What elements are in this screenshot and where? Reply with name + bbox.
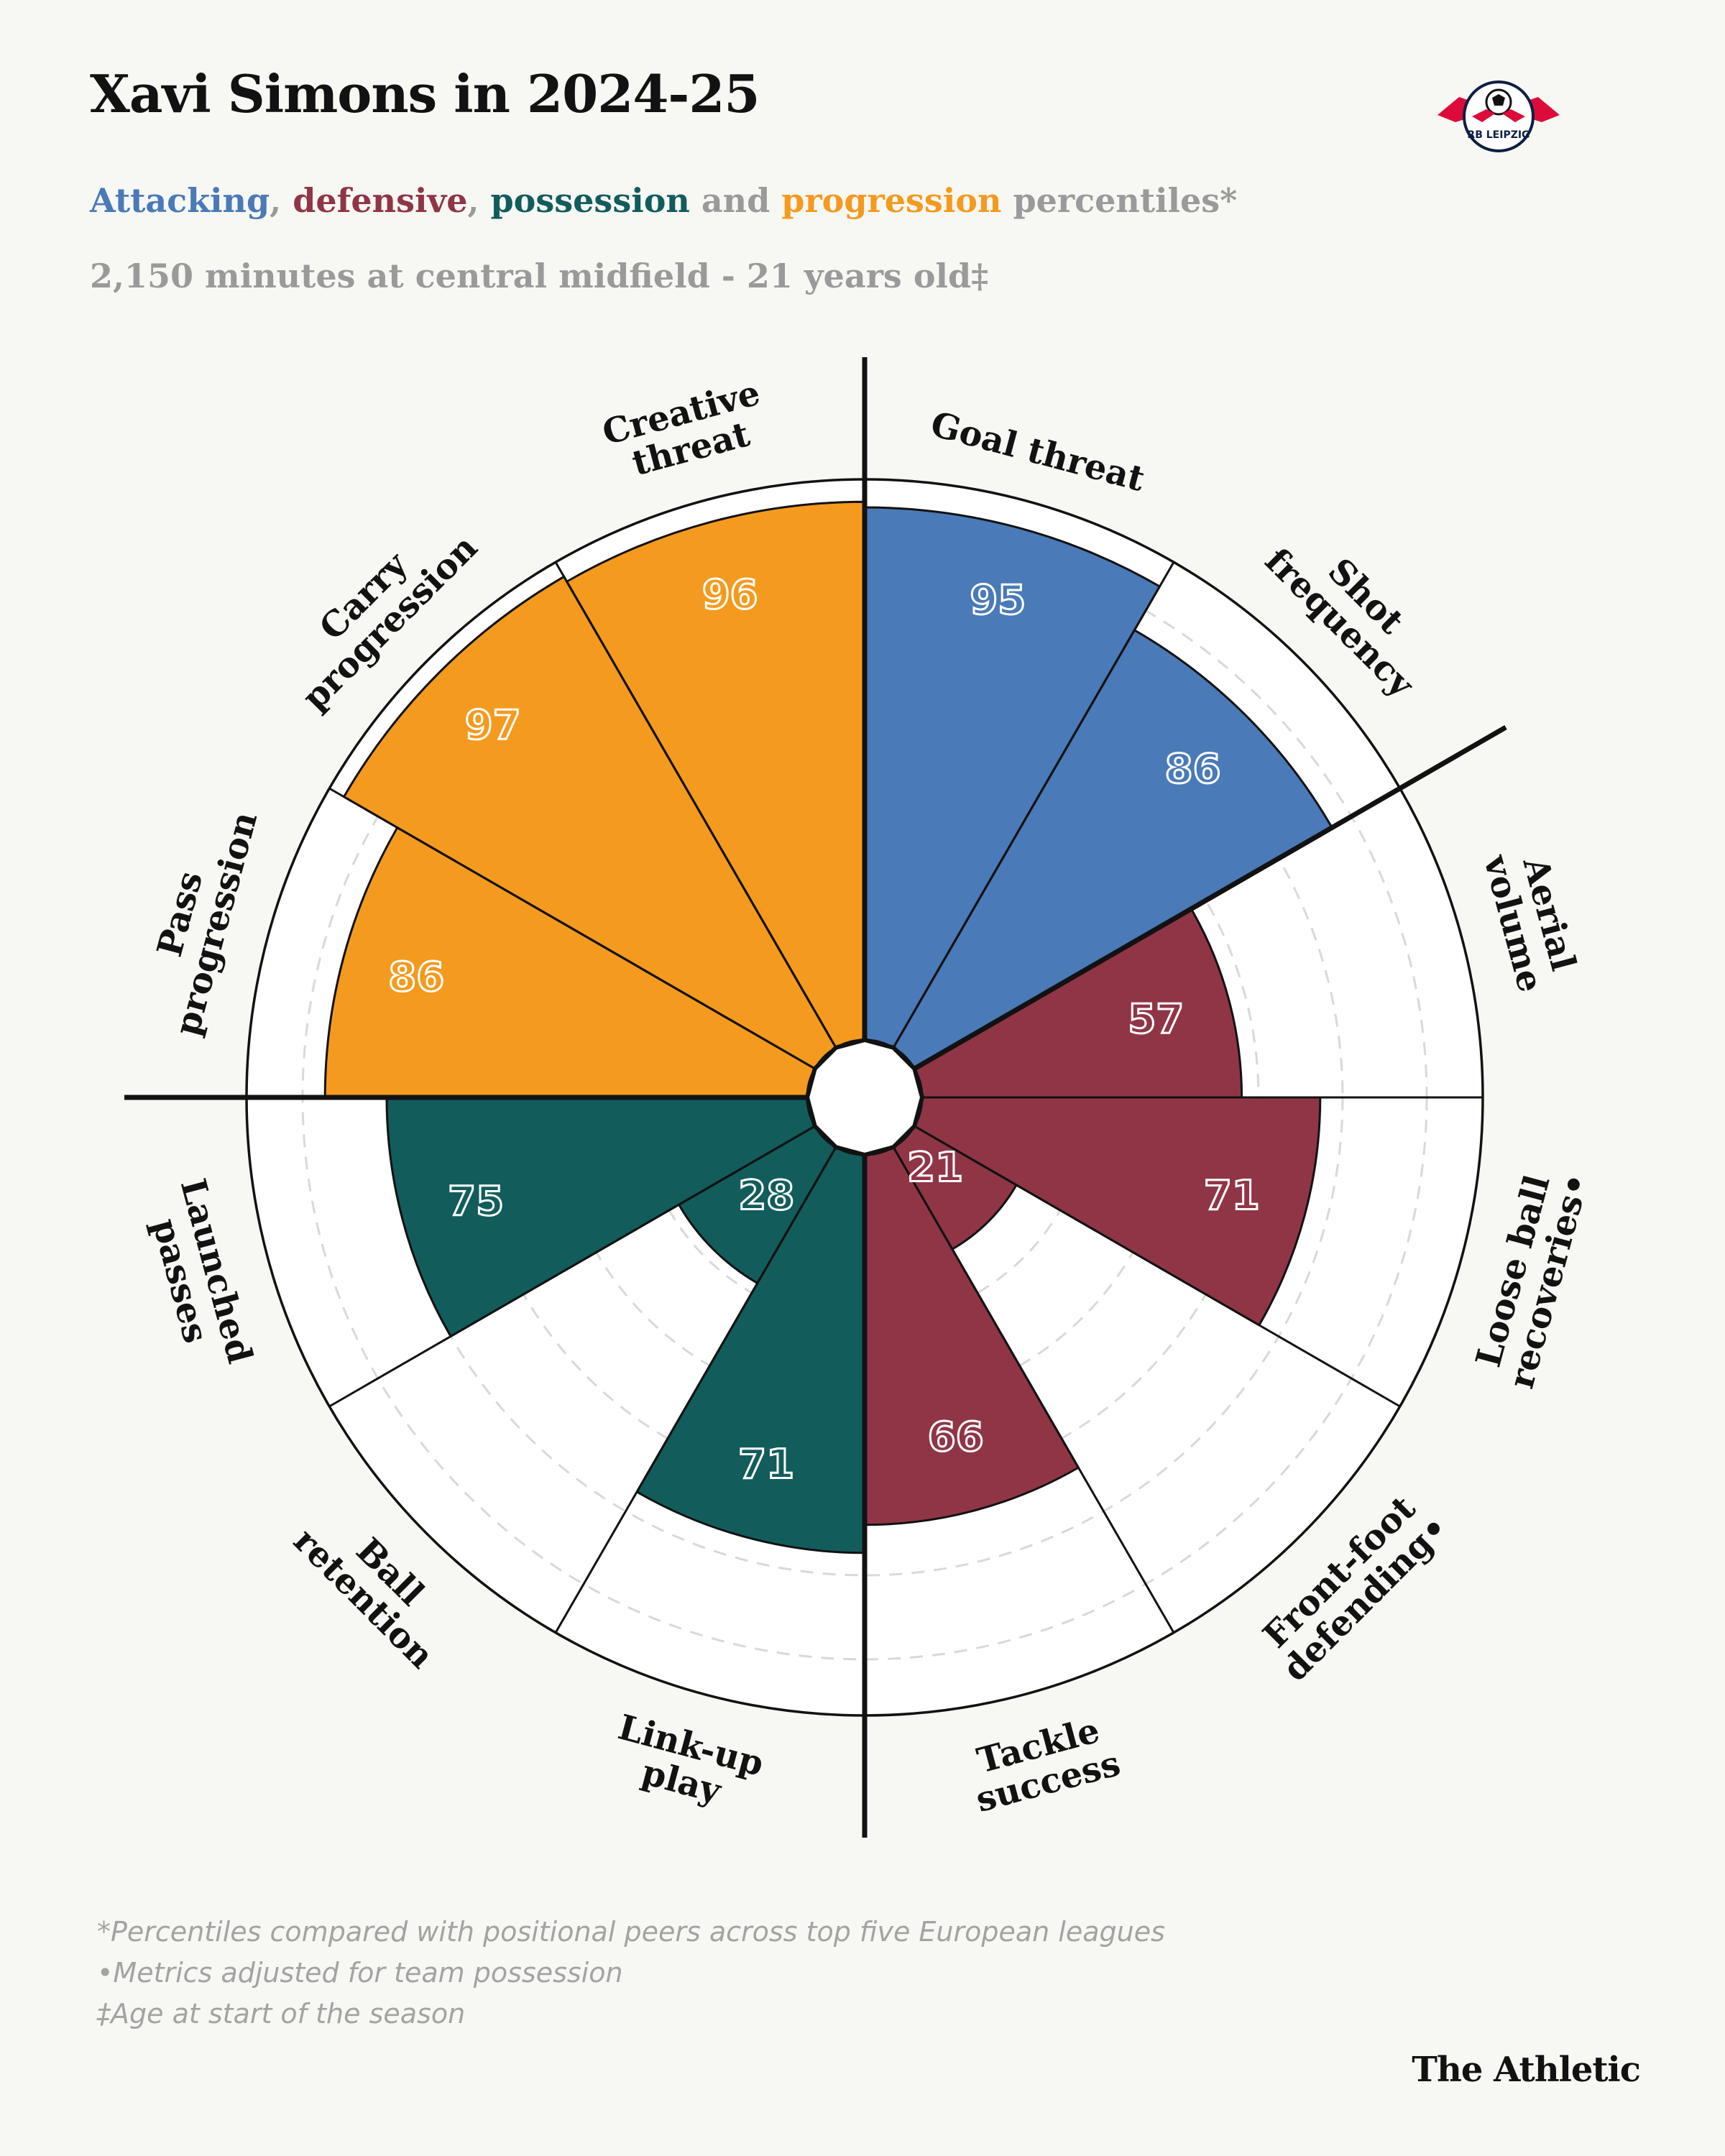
subtitle-part: percentiles*	[1001, 181, 1238, 220]
chart-subtitle: Attacking, defensive, possession and pro…	[90, 181, 1237, 220]
subtitle-part: ,	[270, 181, 293, 220]
value-label: 97	[465, 702, 521, 749]
chart-title: Xavi Simons in 2024-25	[90, 63, 760, 124]
value-label: 86	[1165, 746, 1221, 793]
value-label: 57	[1128, 996, 1184, 1043]
spoke-divider	[554, 561, 837, 1049]
subtitle-part: Attacking	[90, 181, 270, 220]
spoke-divider	[914, 1125, 1401, 1408]
spoke-divider	[554, 1146, 837, 1634]
metric-label: Launchedpasses	[137, 1175, 260, 1378]
spoke-divider	[892, 561, 1175, 1049]
center-hub	[804, 1037, 925, 1158]
subtitle-part: possession	[490, 181, 690, 220]
value-label: 96	[702, 571, 758, 618]
value-label: 71	[738, 1441, 794, 1488]
metric-label: Link-upplay	[604, 1707, 768, 1820]
value-label: 71	[1204, 1172, 1260, 1219]
category-separator	[913, 724, 1507, 1072]
subtitle-part: progression	[781, 181, 1002, 220]
value-label: 75	[448, 1178, 504, 1225]
metric-label: Creativethreat	[598, 373, 773, 489]
subtitle-part: defensive	[293, 181, 468, 220]
footnotes: *Percentiles compared with positional pe…	[97, 1912, 1165, 2035]
club-badge-logo: RB LEIPZIG	[1438, 80, 1560, 152]
subtitle-part: ,	[467, 181, 491, 220]
spoke-divider	[328, 1125, 816, 1408]
metric-label: Tacklesuccess	[962, 1708, 1124, 1820]
spoke-divider	[328, 787, 816, 1070]
value-label: 21	[907, 1145, 963, 1192]
footnote-percentiles: *Percentiles compared with positional pe…	[97, 1916, 1165, 1948]
publisher-logo: The Athletic	[1412, 2050, 1641, 2090]
metric-label: Loose ballrecoveries•	[1465, 1159, 1597, 1393]
value-label: 86	[388, 954, 444, 1000]
metric-label: Goal threat	[926, 404, 1149, 499]
value-label: 95	[970, 577, 1026, 624]
player-minutes-age: 2,150 minutes at central midfield - 21 y…	[90, 257, 989, 295]
metric-label-line: Goal threat	[926, 404, 1149, 499]
footnote-age: ‡Age at start of the season	[97, 1998, 466, 2030]
value-label: 28	[738, 1172, 794, 1219]
spoke-divider	[892, 1146, 1175, 1634]
footnote-possession-adjusted: •Metrics adjusted for team possession	[97, 1957, 623, 1989]
subtitle-part: and	[689, 181, 782, 220]
value-label: 66	[928, 1414, 984, 1461]
club-badge-text: RB LEIPZIG	[1467, 129, 1530, 141]
metric-label: Passprogression	[131, 798, 265, 1040]
metric-label: Aerialvolume	[1476, 841, 1587, 997]
